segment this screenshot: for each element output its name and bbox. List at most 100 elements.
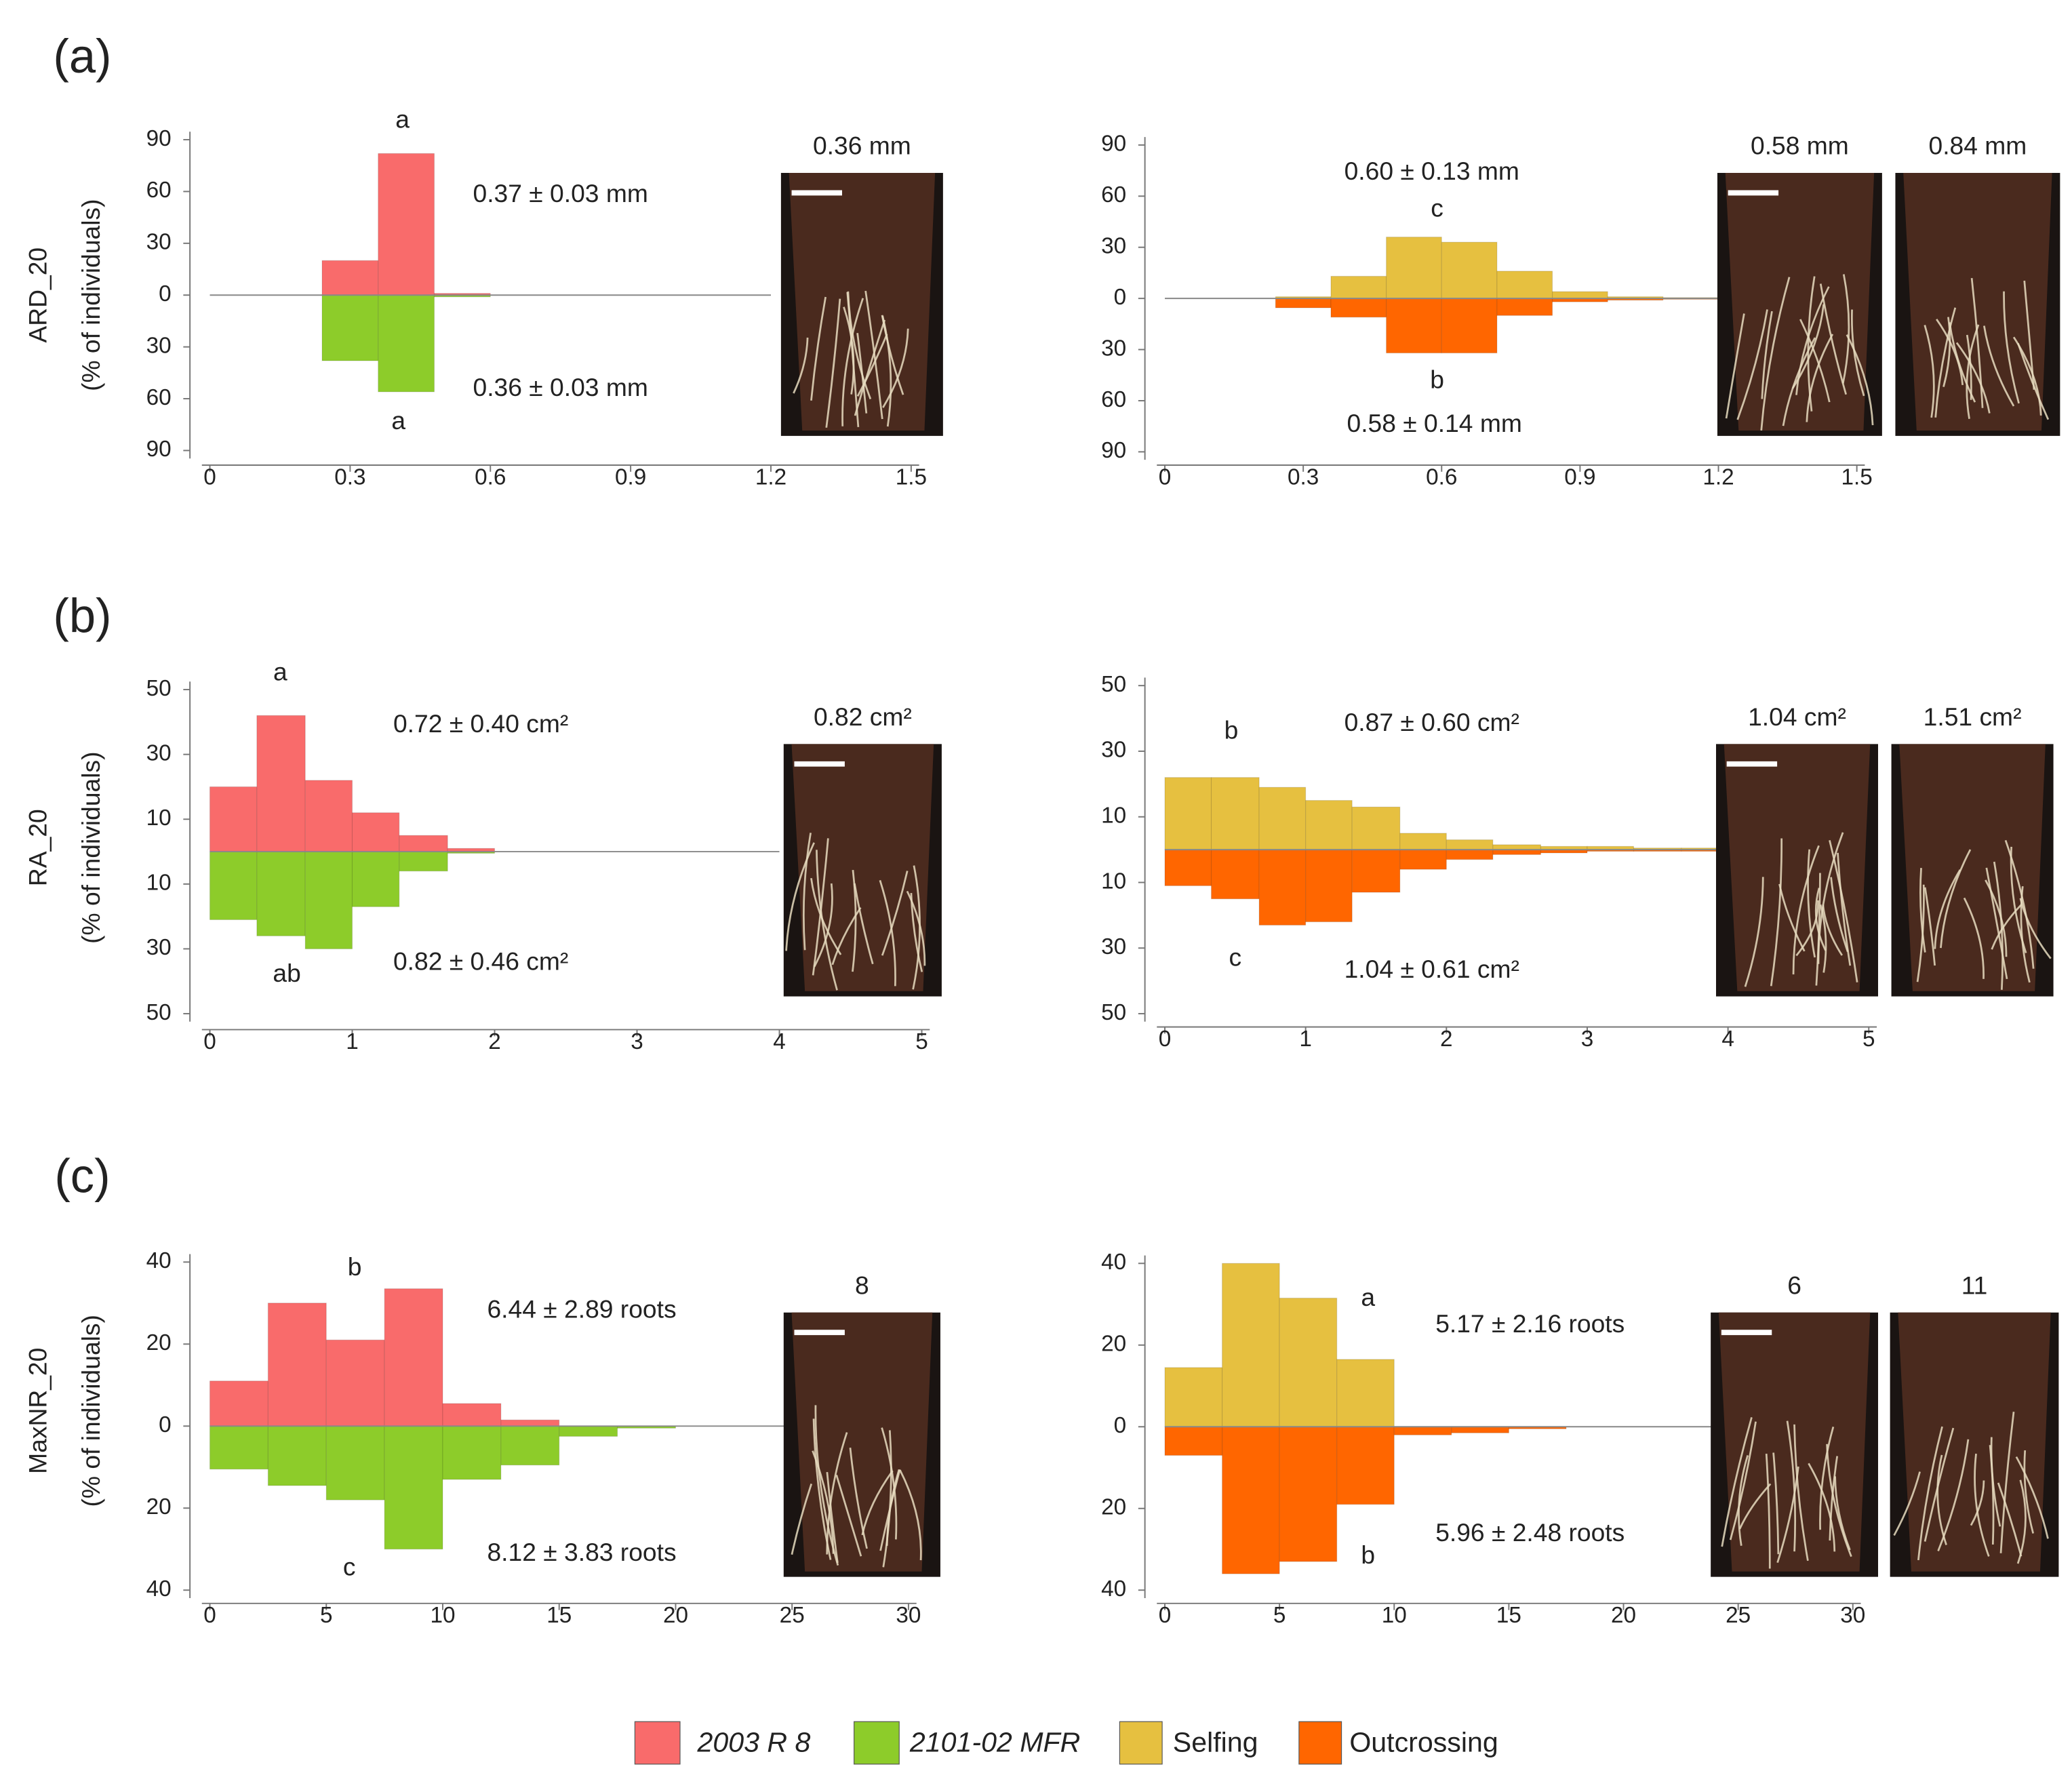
- annotation: a: [391, 406, 405, 435]
- root: [1829, 1456, 1839, 1541]
- panel-label: (b): [53, 589, 111, 642]
- histogram-bar: [209, 786, 258, 852]
- y-tick-label: 0: [1114, 1413, 1127, 1438]
- histogram-bar: [399, 851, 448, 872]
- histogram-bar: [1305, 849, 1353, 923]
- y-tick-label: 50: [146, 676, 172, 701]
- root: [1808, 1462, 1836, 1552]
- histogram-bar: [1496, 271, 1553, 299]
- histogram-bar: [378, 294, 435, 393]
- x-tick-label: 0: [203, 464, 216, 490]
- x-tick-label: 0.6: [475, 464, 506, 490]
- root: [1799, 319, 1831, 403]
- y-tick-label: 20: [146, 1494, 172, 1519]
- y-tick-label: 30: [146, 740, 172, 765]
- root: [854, 319, 886, 416]
- x-tick-label: 30: [896, 1603, 921, 1628]
- soil: [1898, 1312, 2051, 1572]
- x-tick-label: 5: [915, 1029, 928, 1054]
- x-tick-label: 15: [546, 1603, 572, 1628]
- root: [1814, 888, 1827, 951]
- x-tick-label: 0: [1159, 1603, 1172, 1628]
- annotation: 5.17 ± 2.16 roots: [1435, 1309, 1625, 1338]
- annotation: a: [1361, 1283, 1375, 1311]
- y-axis-label: (% of individuals): [77, 199, 105, 391]
- x-tick-label: 25: [1726, 1603, 1751, 1628]
- histogram-bar: [1492, 844, 1542, 850]
- root: [1721, 1416, 1753, 1547]
- root: [1786, 1420, 1797, 1552]
- histogram-bar: [1492, 849, 1542, 855]
- x-tick-label: 20: [1611, 1603, 1636, 1628]
- y-tick-label: 50: [1101, 1000, 1126, 1025]
- root: [1997, 1482, 2023, 1557]
- photo-label: 8: [855, 1271, 869, 1299]
- histogram-bar: [256, 715, 306, 852]
- legend-label: Outcrossing: [1349, 1726, 1498, 1757]
- root: [1985, 867, 2008, 980]
- root: [1924, 325, 1935, 418]
- root: [791, 1483, 813, 1555]
- y-tick-label: 30: [146, 230, 172, 255]
- root: [825, 298, 841, 428]
- y-tick-label: 90: [1101, 438, 1126, 463]
- histogram-bar: [442, 1403, 502, 1427]
- histogram-bar: [209, 1425, 268, 1470]
- histogram-bar: [1446, 849, 1494, 860]
- root: [1936, 319, 1964, 386]
- root: [1990, 1437, 2001, 1527]
- root: [1815, 873, 1821, 986]
- root: [802, 833, 812, 951]
- annotation: 8.12 ± 3.83 roots: [487, 1538, 676, 1566]
- photo-label: 11: [1961, 1271, 1988, 1299]
- annotation: 5.96 ± 2.48 roots: [1435, 1518, 1625, 1547]
- root: [826, 1471, 839, 1564]
- x-tick-label: 0: [1159, 464, 1172, 490]
- y-tick-label: 90: [1101, 132, 1126, 157]
- root: [835, 1474, 862, 1557]
- root: [810, 296, 826, 401]
- histogram-bar: [1330, 298, 1387, 318]
- y-tick-label: 30: [1101, 934, 1126, 959]
- root: [1999, 1412, 2015, 1553]
- root: [1830, 877, 1849, 953]
- x-tick-label: 0.3: [1288, 464, 1319, 490]
- root: [854, 883, 874, 965]
- root: [812, 838, 829, 976]
- y-tick-label: 90: [146, 126, 172, 151]
- root: [1807, 276, 1816, 412]
- root: [831, 907, 862, 966]
- histogram-bar: [1210, 777, 1260, 850]
- root: [1966, 334, 1972, 400]
- root: [1806, 334, 1834, 422]
- root: [1924, 887, 1936, 966]
- root-photo: [783, 744, 942, 997]
- root: [1942, 317, 1951, 387]
- y-tick-label: 90: [146, 437, 172, 462]
- x-tick-label: 2: [1440, 1027, 1453, 1052]
- root: [1729, 1421, 1757, 1540]
- root: [882, 328, 909, 408]
- y-tick-label: 60: [1101, 182, 1126, 207]
- root: [1919, 868, 1926, 953]
- histogram-bar: [1551, 291, 1608, 299]
- histogram-bar: [1399, 849, 1447, 870]
- histogram-bar: [1446, 839, 1494, 850]
- annotation: a: [273, 657, 287, 685]
- photo-label: 0.84 mm: [1929, 132, 2027, 160]
- root: [1970, 1480, 1985, 1526]
- y-tick-label: 60: [146, 385, 172, 410]
- root: [2015, 1456, 2049, 1539]
- root: [1826, 1444, 1852, 1557]
- histogram-bar: [1164, 1426, 1223, 1456]
- root: [1963, 897, 1985, 979]
- legend-label: 2003 R 8: [696, 1726, 810, 1757]
- root-photo: [1891, 744, 2054, 997]
- soil: [1899, 744, 2046, 991]
- photo-label: 0.82 cm²: [814, 702, 912, 731]
- root: [812, 1450, 835, 1554]
- histogram-bar: [1441, 298, 1498, 354]
- histogram-bar: [1258, 787, 1307, 850]
- root: [852, 869, 857, 972]
